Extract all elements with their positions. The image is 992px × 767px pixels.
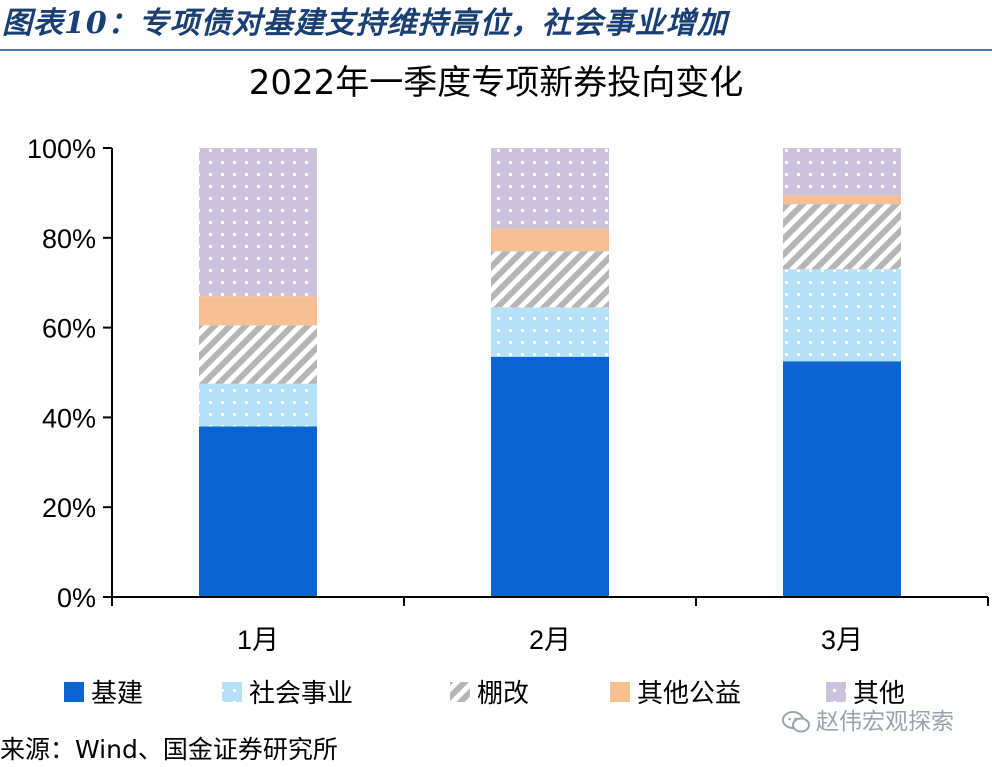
bar-stripe-pattern: [491, 251, 609, 308]
bar-dot-pattern: [199, 383, 317, 427]
x-tick-label: 3月: [821, 625, 863, 655]
bar-dot-pattern: [783, 148, 901, 196]
legend-swatch-pattern: [222, 682, 242, 702]
axes: 0% 20% 40% 60% 80% 100% 1月 2月 3月: [27, 134, 989, 655]
y-tick-label: 0%: [57, 583, 96, 613]
x-tick-label: 1月: [237, 625, 279, 655]
legend-item-shantytown: 棚改: [450, 679, 529, 709]
bar-fill: [783, 361, 901, 597]
legend-label: 棚改: [477, 679, 529, 709]
bar-other-2: [491, 148, 609, 229]
bar-other-3: [783, 148, 901, 196]
bar-fill: [491, 228, 609, 252]
legend-item-other: 其他: [826, 679, 905, 709]
bar-fill: [783, 195, 901, 205]
bar-dot-pattern: [491, 148, 609, 229]
bar-dot-pattern: [783, 269, 901, 362]
bar-other-1: [199, 148, 317, 297]
legend-swatch: [610, 682, 630, 702]
bar-shantytown-3: [783, 204, 901, 270]
wechat-icon: [782, 711, 810, 733]
bar-public_welfare-3: [783, 195, 901, 205]
legend-item-public_welfare: 其他公益: [610, 679, 741, 709]
bar-shantytown-1: [199, 325, 317, 384]
legend-label: 其他公益: [637, 679, 741, 709]
bar-social-1: [199, 383, 317, 427]
x-tick-label: 2月: [529, 625, 571, 655]
y-tick-label: 40%: [42, 403, 96, 433]
bar-infrastructure-2: [491, 356, 609, 597]
title-rule: [0, 49, 992, 51]
bar-stripe-pattern: [783, 204, 901, 270]
bar-public_welfare-1: [199, 296, 317, 326]
legend-label: 社会事业: [249, 679, 353, 709]
legend-swatch-pattern: [826, 682, 846, 702]
legend-label: 基建: [91, 679, 143, 709]
bar-stripe-pattern: [199, 325, 317, 384]
bar-fill: [199, 296, 317, 326]
legend-item-social: 社会事业: [222, 679, 353, 709]
legend: 基建 社会事业 棚改 其他公益 其他: [64, 679, 905, 709]
chart-title: 2022年一季度专项新券投向变化: [248, 63, 744, 103]
source-note: 来源：Wind、国金证券研究所: [0, 735, 338, 764]
legend-swatch: [64, 682, 84, 702]
bar-public_welfare-2: [491, 228, 609, 252]
legend-item-infrastructure: 基建: [64, 679, 143, 709]
legend-swatch-pattern: [450, 682, 470, 702]
bar-social-3: [783, 269, 901, 362]
bar-infrastructure-3: [783, 361, 901, 597]
bar-dot-pattern: [199, 148, 317, 297]
figure-title: 图表10：专项债对基建支持维持高位，社会事业增加: [2, 6, 728, 41]
bar-social-2: [491, 307, 609, 357]
bar-fill: [491, 356, 609, 597]
y-tick-label: 60%: [42, 314, 96, 344]
bar-fill: [199, 426, 317, 597]
legend-label: 其他: [853, 679, 905, 709]
y-tick-label: 20%: [42, 493, 96, 523]
y-tick-label: 100%: [27, 134, 96, 164]
bar-group: [199, 148, 901, 597]
y-tick-label: 80%: [42, 224, 96, 254]
bar-dot-pattern: [491, 307, 609, 357]
watermark-text: 赵伟宏观探索: [816, 709, 954, 735]
bar-shantytown-2: [491, 251, 609, 308]
bar-infrastructure-1: [199, 426, 317, 597]
watermark: 赵伟宏观探索: [782, 706, 954, 738]
